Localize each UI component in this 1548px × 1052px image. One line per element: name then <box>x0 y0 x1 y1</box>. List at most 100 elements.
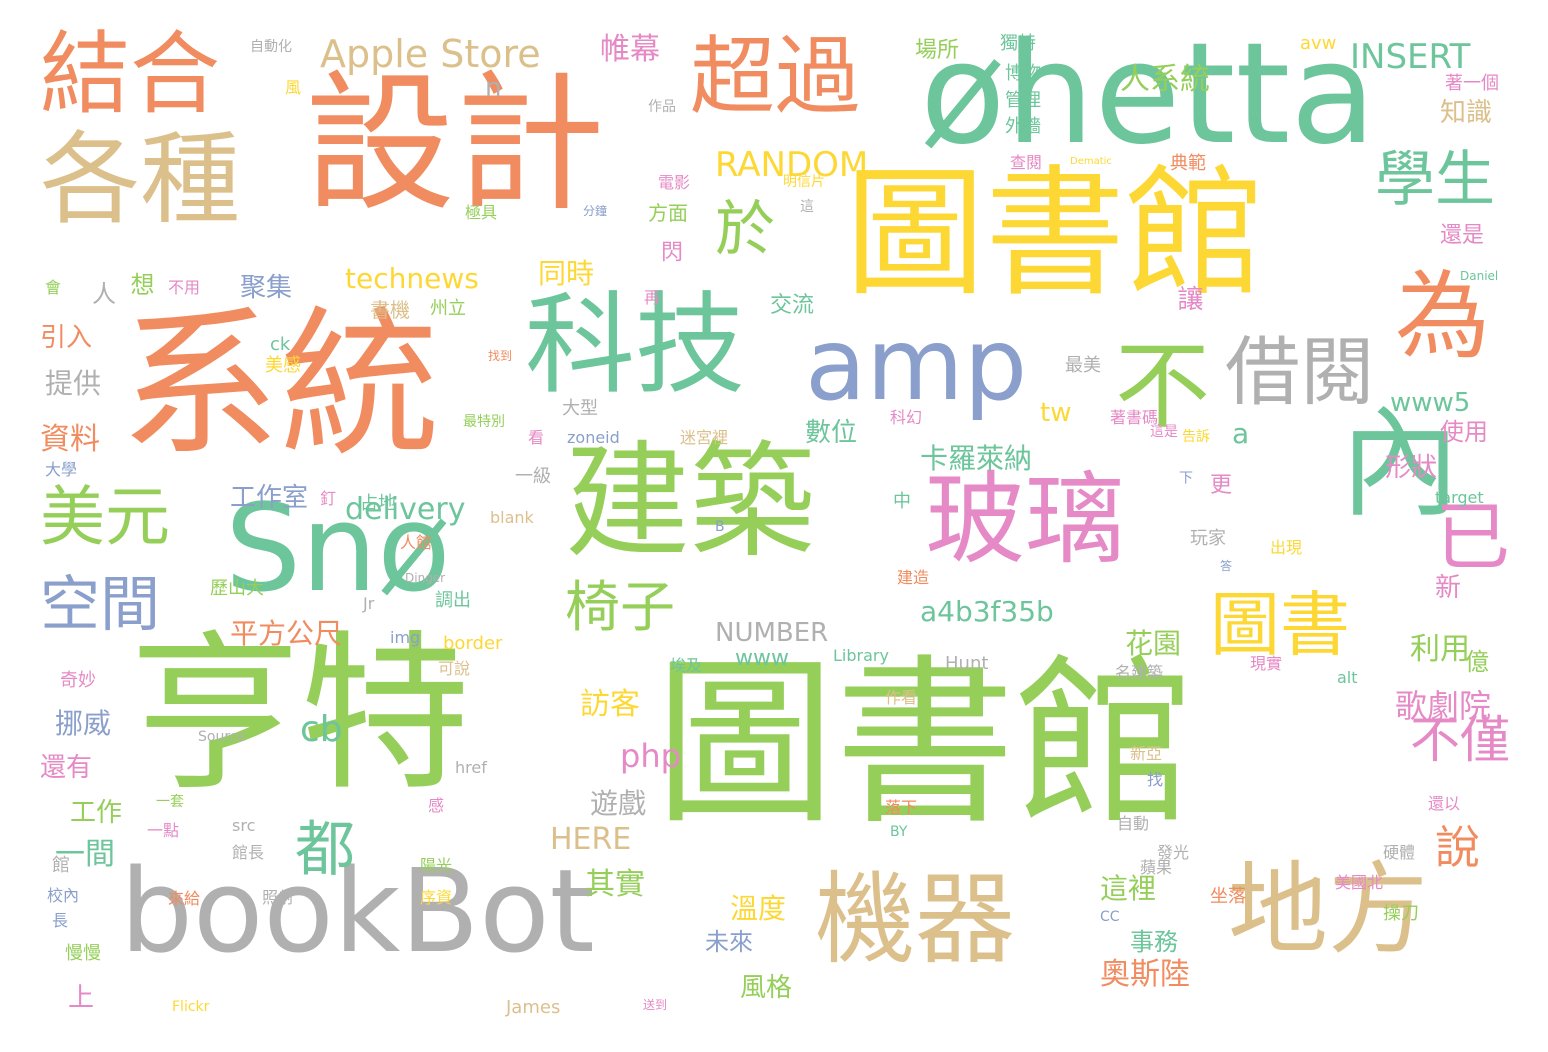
cloud-word: 州立 <box>430 298 466 319</box>
cloud-word: B <box>715 519 725 535</box>
cloud-word: 操刀 <box>1383 903 1419 924</box>
cloud-word: 圖書館 <box>845 153 1266 316</box>
cloud-word: img <box>390 628 421 647</box>
cloud-word: 挪威 <box>55 707 112 740</box>
cloud-word: a4b3f35b <box>920 595 1054 628</box>
cloud-word: Source <box>198 729 247 745</box>
cloud-word: 典範 <box>1170 153 1206 174</box>
cloud-word: Daniel <box>1460 269 1499 283</box>
cloud-word: 這 <box>800 199 814 215</box>
cloud-word: 中 <box>893 491 911 512</box>
cloud-word: 工作室 <box>230 483 309 513</box>
cloud-word: HERE <box>550 822 632 857</box>
cloud-word: zoneid <box>567 428 620 447</box>
cloud-word: 內 <box>1340 395 1460 534</box>
cloud-word: 這是 <box>1150 424 1178 440</box>
cloud-word: 圖書 <box>1210 584 1350 666</box>
cloud-word: 事務 <box>1130 928 1178 956</box>
cloud-word: 送到 <box>643 998 668 1012</box>
cloud-word: 工作 <box>70 798 123 828</box>
cloud-word: 各種 <box>40 121 240 238</box>
cloud-word: 自動 <box>1117 814 1150 833</box>
cloud-word: 數位 <box>805 418 858 448</box>
cloud-word: 人館 <box>400 533 433 552</box>
cloud-word: 慢慢 <box>65 943 101 964</box>
cloud-word: n <box>485 73 502 103</box>
cloud-word: 溫度 <box>730 892 787 925</box>
cloud-word: 設計 <box>305 58 606 232</box>
cloud-word: bookBot <box>120 845 595 979</box>
cloud-word: 不 <box>1115 332 1211 442</box>
cloud-word: 美感 <box>265 355 301 376</box>
cloud-word: 建築 <box>565 430 815 575</box>
cloud-word: 歌劇院 <box>1395 687 1492 725</box>
cloud-word: 明信片 <box>783 174 825 190</box>
cloud-word: 提供 <box>45 367 102 400</box>
cloud-word: 博物 <box>1005 63 1041 84</box>
cloud-word: INSERT <box>1350 37 1471 77</box>
cloud-word: 可說 <box>438 659 471 678</box>
cloud-word: 著一個 <box>1445 73 1499 94</box>
cloud-word: Dematic <box>1070 156 1112 167</box>
cloud-word: 不用 <box>168 278 201 297</box>
cloud-word: CC <box>1100 909 1120 925</box>
cloud-word: 讓 <box>1173 285 1203 311</box>
cloud-word: 自動化 <box>250 39 292 55</box>
cloud-word: 超過 <box>690 28 861 127</box>
cloud-word: BY <box>890 824 908 840</box>
cloud-word: 引入 <box>40 323 93 353</box>
cloud-word: 想 <box>126 272 154 296</box>
cloud-word: 發光 <box>1157 843 1190 862</box>
cloud-word: href <box>455 758 487 777</box>
cloud-word: border <box>443 633 503 654</box>
cloud-word: delivery <box>345 492 466 527</box>
cloud-word: 風格 <box>740 973 793 1003</box>
cloud-word: 釘 <box>317 490 336 506</box>
cloud-word: 落下 <box>885 798 918 817</box>
cloud-word: 分鐘 <box>583 204 608 218</box>
cloud-word: 作看 <box>885 688 918 707</box>
cloud-word: 作品 <box>648 99 676 115</box>
cloud-word: 坐落 <box>1210 886 1246 907</box>
cloud-word: 再 <box>644 288 661 307</box>
cloud-word: Hunt <box>945 653 989 674</box>
cloud-word: 玩家 <box>1190 528 1226 549</box>
cloud-word: 人系統 <box>1120 62 1210 97</box>
cloud-word: 說 <box>1435 821 1481 874</box>
cloud-word: 長 <box>52 911 69 930</box>
cloud-word: 還以 <box>1428 794 1461 813</box>
cloud-word: James <box>506 997 561 1018</box>
cloud-word: 其實 <box>585 867 645 902</box>
cloud-word: 這裡 <box>1100 872 1157 905</box>
cloud-word: 最美 <box>1065 355 1101 376</box>
cloud-word: avw <box>1300 33 1337 54</box>
cloud-word: 出現 <box>1270 538 1303 557</box>
cloud-word: 於 <box>715 195 775 265</box>
cloud-word: 上 <box>68 983 95 1013</box>
cloud-word: 更 <box>1210 473 1233 498</box>
cloud-word: 奧斯陸 <box>1100 957 1190 992</box>
cloud-word: 迷宮裡 <box>680 428 729 447</box>
cloud-word: 卡羅萊納 <box>920 442 1033 475</box>
cloud-word: 遊戲 <box>590 787 647 820</box>
cloud-word: 館 <box>52 855 70 876</box>
cloud-word: 交流 <box>770 293 815 318</box>
cloud-word: 圖書館 <box>655 640 1196 849</box>
cloud-word: 科技 <box>525 281 745 409</box>
cloud-word: 花園 <box>1125 627 1182 660</box>
cloud-word: 人 <box>92 280 116 308</box>
cloud-word: 閃 <box>657 240 682 262</box>
cloud-word: 風 <box>285 78 302 97</box>
cloud-word: alt <box>1337 668 1358 687</box>
cloud-word: tw <box>1040 398 1072 428</box>
cloud-word: 陽光 <box>420 856 453 875</box>
cloud-word: 感 <box>428 796 445 815</box>
cloud-word: 最特別 <box>463 414 505 430</box>
cloud-word: 借閱 <box>1225 328 1376 416</box>
cloud-word: 找 <box>1147 770 1164 789</box>
cloud-word: 還有 <box>40 753 93 783</box>
cloud-word: 平方公尺 <box>230 617 343 650</box>
cloud-word: 會 <box>45 278 62 297</box>
cloud-word: 機器 <box>815 861 1015 978</box>
